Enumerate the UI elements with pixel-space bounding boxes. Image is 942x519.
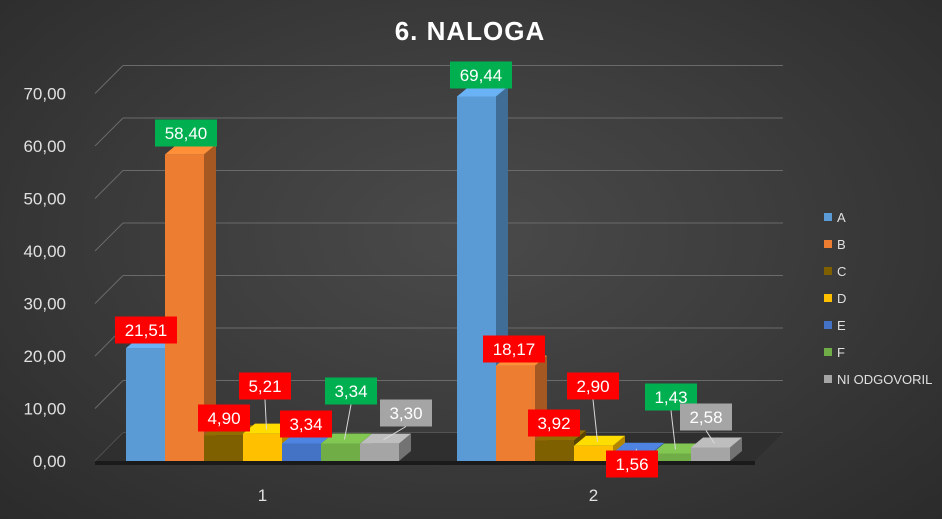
legend-swatch — [824, 240, 832, 248]
y-tick-label: 70,00 — [23, 85, 66, 104]
data-label: 1,56 — [615, 455, 648, 474]
x-category-label: 2 — [589, 486, 598, 505]
data-label: 69,44 — [460, 66, 503, 85]
label-leader — [344, 404, 352, 440]
legend-label: B — [837, 237, 846, 252]
bar-top — [457, 86, 508, 97]
gridline-depth — [94, 117, 124, 147]
bar-top — [321, 433, 372, 444]
bar — [457, 96, 496, 461]
y-tick-label: 10,00 — [23, 400, 66, 419]
data-label: 3,30 — [389, 404, 422, 423]
bar-top — [613, 442, 664, 453]
bar — [321, 443, 360, 461]
y-tick-label: 50,00 — [23, 190, 66, 209]
gridline-depth — [94, 170, 124, 199]
legend-label: D — [837, 291, 846, 306]
label-leader — [705, 430, 715, 444]
floor-edge — [95, 461, 755, 465]
label-leader — [264, 399, 267, 430]
data-label-box — [380, 399, 432, 427]
label-leader — [383, 426, 407, 441]
bar — [165, 154, 204, 461]
y-tick-label: 30,00 — [23, 295, 66, 314]
grid — [94, 65, 783, 462]
bar — [282, 443, 321, 461]
data-label: 1,43 — [654, 388, 687, 407]
data-label-box — [680, 403, 732, 431]
gridline-depth — [94, 222, 124, 252]
data-label: 2,90 — [576, 377, 609, 396]
bar — [535, 440, 574, 461]
bar-side — [730, 437, 742, 461]
x-category-label: 1 — [258, 486, 267, 505]
legend-label: F — [837, 345, 845, 360]
legend-label: A — [837, 210, 846, 225]
y-axis: 0,00 10,00 20,00 30,00 40,00 50,00 60,00 70,00 — [23, 85, 66, 472]
label-leader — [670, 410, 676, 450]
data-label-box — [155, 119, 217, 147]
data-label: 18,17 — [493, 340, 536, 359]
data-label-box — [280, 410, 332, 438]
bar-top — [691, 437, 742, 448]
data-label: 21,51 — [125, 321, 168, 340]
data-label: 4,90 — [207, 409, 240, 428]
legend-swatch — [824, 375, 832, 383]
legend-swatch — [824, 267, 832, 275]
data-labels: 21,51 69,44 58,40 18,17 4,90 3,92 5,21 2,90 3,34… — [115, 61, 732, 478]
bar-side — [399, 433, 411, 461]
bar — [243, 433, 282, 461]
bar — [574, 445, 613, 461]
data-label-box — [528, 409, 580, 437]
bar-top — [574, 435, 625, 446]
y-tick-label: 40,00 — [23, 242, 66, 261]
bar-top — [652, 443, 703, 454]
gridline-depth — [94, 380, 124, 409]
data-label: 3,34 — [334, 382, 367, 401]
data-label-box — [450, 61, 512, 89]
data-label-box — [198, 404, 250, 432]
y-tick-label: 60,00 — [23, 137, 66, 156]
y-tick-label: 0,00 — [33, 452, 66, 471]
gridline-depth — [94, 65, 124, 94]
data-label: 3,34 — [289, 415, 322, 434]
data-label: 5,21 — [248, 377, 281, 396]
legend-label: NI ODGOVORIL — [837, 372, 932, 387]
data-label-box — [567, 372, 619, 400]
bar-side — [204, 144, 216, 461]
legend-swatch — [824, 294, 832, 302]
data-label: 58,40 — [165, 124, 208, 143]
data-label-box — [115, 316, 177, 344]
bar — [204, 435, 243, 461]
data-label-box — [606, 450, 658, 478]
legend-label: E — [837, 318, 846, 333]
data-label-box — [483, 335, 545, 363]
data-label: 3,92 — [537, 414, 570, 433]
y-tick-label: 20,00 — [23, 347, 66, 366]
bar — [126, 348, 165, 461]
legend-swatch — [824, 348, 832, 356]
legend-label: C — [837, 264, 846, 279]
bar — [691, 447, 730, 461]
chart-title: 6. NALOGA — [395, 16, 546, 46]
bar — [652, 453, 691, 461]
bar-top — [165, 144, 216, 155]
data-label: 2,58 — [689, 408, 722, 427]
label-leader — [592, 399, 598, 442]
legend-swatch — [824, 213, 832, 221]
gridline-depth — [94, 275, 124, 304]
data-label-box — [325, 377, 377, 405]
bar — [360, 443, 399, 461]
data-label-box — [239, 372, 291, 400]
legend-swatch — [824, 321, 832, 329]
